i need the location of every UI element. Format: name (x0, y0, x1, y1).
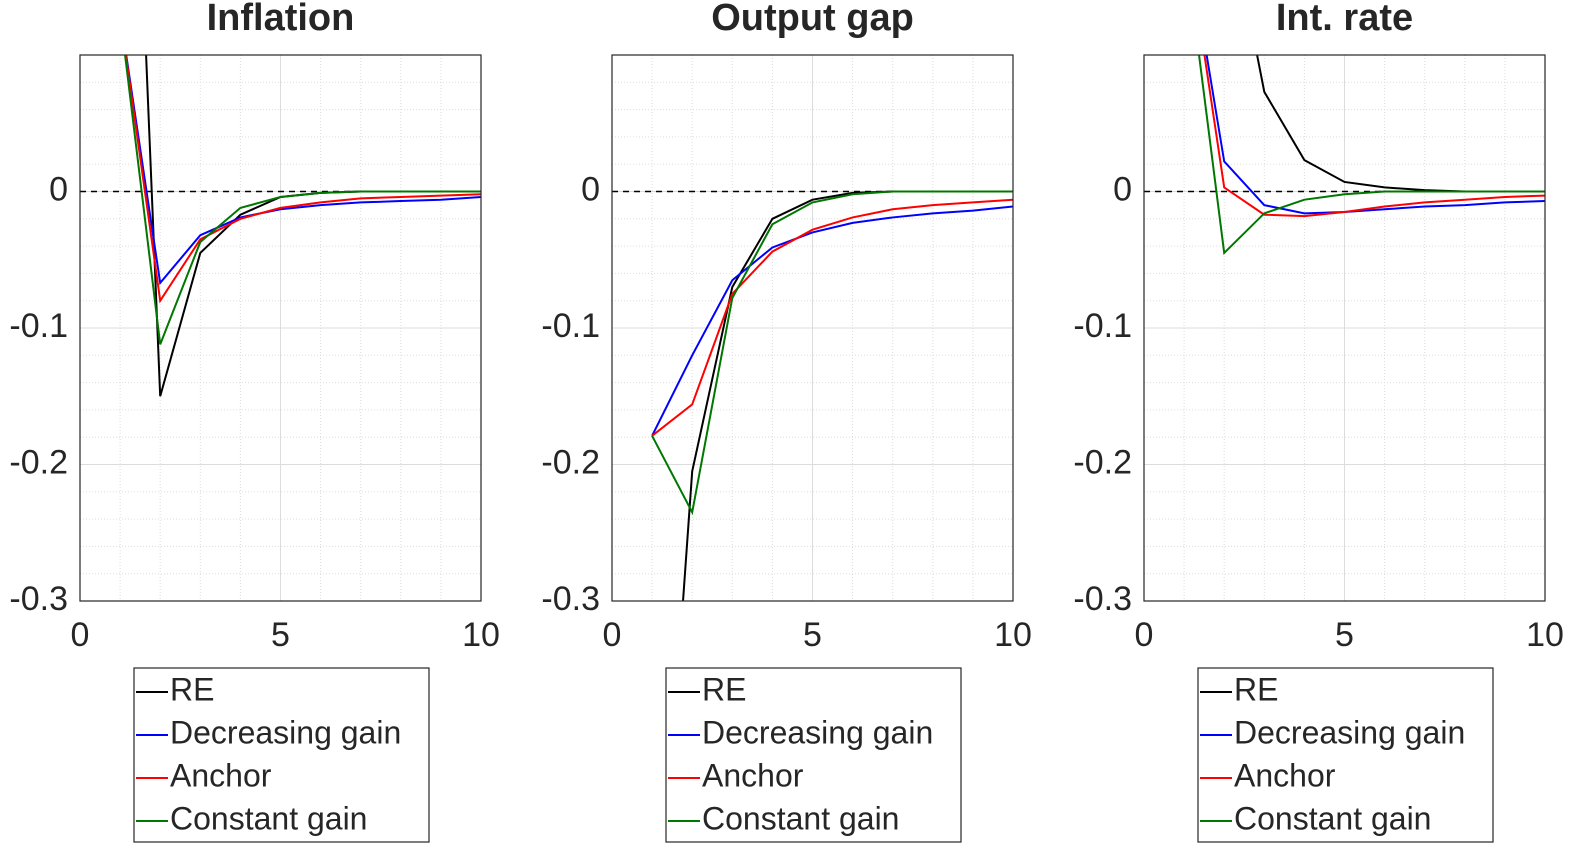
legend-box (133, 667, 430, 843)
series-line (125, 55, 481, 286)
series-line (1205, 55, 1545, 215)
y-tick-label: -0.3 (1073, 580, 1132, 618)
y-tick-label: 0 (1113, 170, 1132, 208)
legend-label: Anchor (1234, 757, 1336, 793)
y-tick-label: -0.2 (9, 443, 68, 481)
y-tick-label: -0.1 (1073, 307, 1132, 345)
chart-title: Int. rate (1276, 0, 1413, 39)
y-tick-label: -0.3 (541, 580, 600, 618)
y-tick-label: -0.1 (541, 307, 600, 345)
axes-box (611, 54, 1014, 602)
panel: 0 5 10 -0.3 -0.2 -0.1 0 Output gap RE Decreasing … (541, 0, 1032, 843)
x-tick-label: 10 (1526, 616, 1564, 654)
x-tick-label: 0 (71, 616, 90, 654)
series-group (1198, 55, 1545, 256)
panel: 0 5 10 -0.3 -0.2 -0.1 0 Int. rate RE Decreasing g… (1073, 0, 1564, 843)
series-line (651, 190, 1013, 516)
y-tick-label: -0.1 (9, 307, 68, 345)
x-tick-label: 5 (803, 616, 822, 654)
series-line (651, 205, 1013, 437)
legend-box (1197, 667, 1494, 843)
series-line (124, 55, 481, 345)
chart-title: Inflation (207, 0, 355, 39)
y-tick-label: -0.2 (541, 443, 600, 481)
legend-label: Decreasing gain (1234, 714, 1465, 750)
y-tick-label: 0 (581, 170, 600, 208)
chart-title: Output gap (711, 0, 914, 39)
panel: 0 5 10 -0.3 -0.2 -0.1 0 Inflation RE Decreasing g… (9, 0, 500, 843)
series-group (651, 190, 1013, 601)
legend-label: Decreasing gain (702, 714, 933, 750)
x-tick-label: 10 (462, 616, 500, 654)
x-tick-label: 10 (994, 616, 1032, 654)
legend-label: RE (702, 671, 746, 707)
x-tick-label: 5 (1335, 616, 1354, 654)
legend-label: Constant gain (1234, 800, 1431, 836)
series-line (1203, 55, 1545, 218)
legend-label: Constant gain (702, 800, 899, 836)
x-tick-label: 0 (1135, 616, 1154, 654)
legend-label: Anchor (170, 757, 272, 793)
legend-box (665, 667, 962, 843)
legend-label: Anchor (702, 757, 804, 793)
legend-label: RE (1234, 671, 1278, 707)
axes-box (1143, 54, 1546, 602)
y-tick-label: -0.3 (9, 580, 68, 618)
series-line (651, 198, 1013, 437)
series-line (124, 55, 481, 304)
x-tick-label: 0 (603, 616, 622, 654)
x-tick-label: 5 (271, 616, 290, 654)
series-group (124, 55, 481, 397)
y-tick-label: 0 (49, 170, 68, 208)
series-line (1198, 55, 1545, 256)
y-tick-label: -0.2 (1073, 443, 1132, 481)
legend-label: RE (170, 671, 214, 707)
axes-box (79, 54, 482, 602)
legend-label: Decreasing gain (170, 714, 401, 750)
legend-label: Constant gain (170, 800, 367, 836)
